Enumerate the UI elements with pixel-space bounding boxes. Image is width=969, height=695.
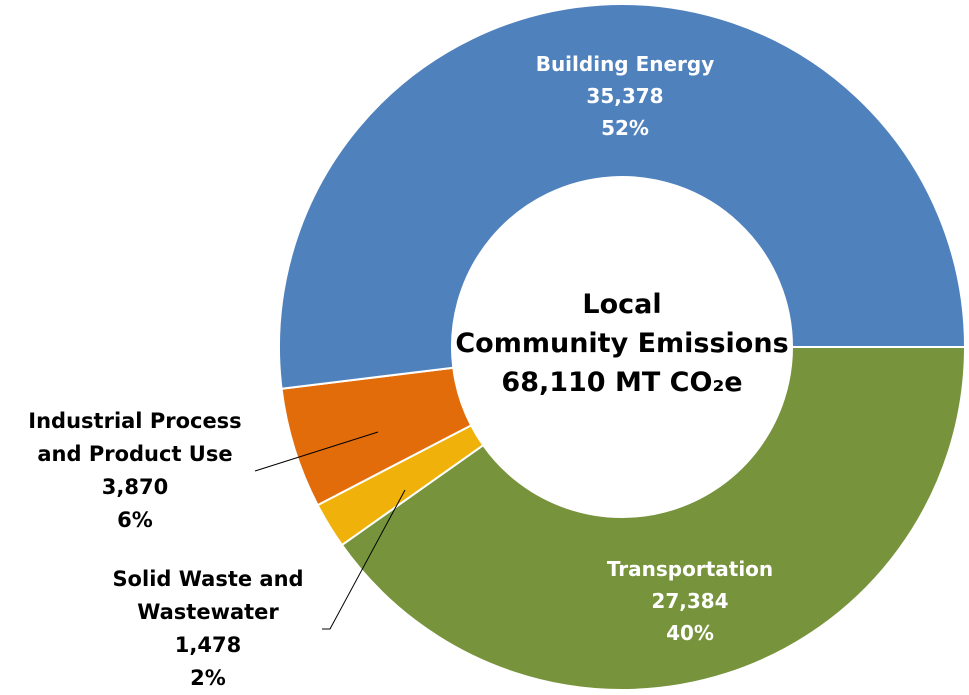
center-line: Community Emissions — [455, 328, 789, 359]
label-percent: 52% — [601, 116, 649, 140]
data-label: Industrial Process and Product Use 3,870 6… — [10, 405, 260, 537]
label-value: 27,384 — [651, 589, 729, 613]
data-label: Building Energy 35,378 52% — [475, 48, 775, 144]
label-value: 35,378 — [586, 84, 664, 108]
label-name: Solid Waste and Wastewater — [112, 567, 304, 624]
donut-slice — [340, 346, 967, 691]
data-label: Solid Waste and Wastewater 1,478 2% — [93, 563, 323, 695]
center-label: Local Community Emissions 68,110 MT CO₂e — [452, 285, 792, 402]
label-name: Transportation — [606, 557, 774, 581]
donut-slice — [278, 3, 967, 390]
label-percent: 6% — [117, 508, 153, 532]
center-line: 68,110 MT CO₂e — [501, 367, 743, 398]
label-value: 3,870 — [101, 475, 169, 499]
center-line: Local — [582, 289, 662, 320]
label-percent: 40% — [666, 621, 714, 645]
label-value: 1,478 — [174, 633, 242, 657]
data-label: Transportation 27,384 40% — [560, 553, 820, 649]
label-percent: 2% — [190, 666, 226, 690]
slices — [278, 3, 967, 691]
leader-line — [254, 431, 379, 472]
leader-line — [322, 489, 406, 630]
label-name: Building Energy — [535, 52, 715, 76]
label-name: Industrial Process and Product Use — [28, 409, 242, 466]
